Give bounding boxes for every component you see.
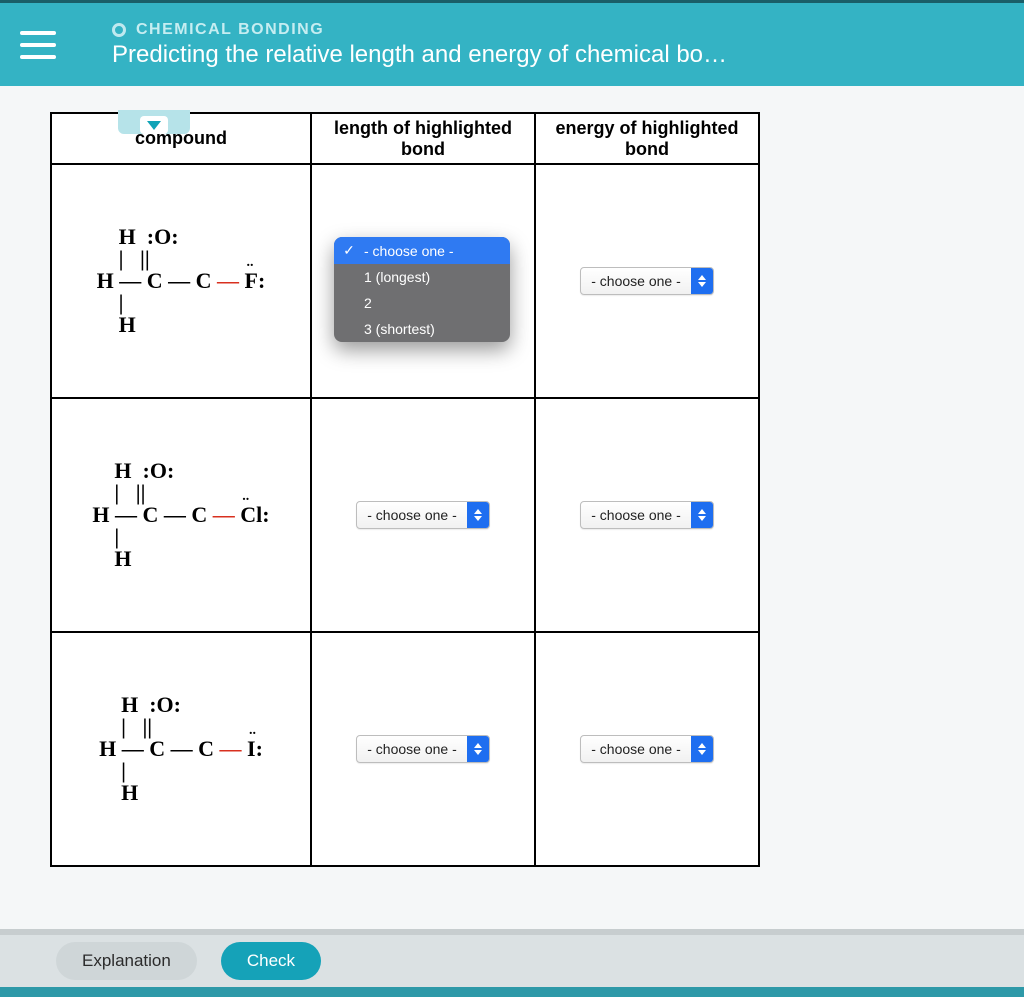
dropdown-option-selected[interactable]: ✓ - choose one - bbox=[334, 237, 510, 264]
length-cell: ✓ - choose one - 1 (longest) 2 bbox=[311, 164, 535, 398]
compound-cell: H :O: | || H — C — C — ..Cl: | H bbox=[51, 398, 311, 632]
dropdown-option[interactable]: 1 (longest) bbox=[334, 264, 510, 290]
table-row: H :O: | || H — C — C — ..F: | H ✓ - choo… bbox=[51, 164, 759, 398]
footer-bar: Explanation Check bbox=[0, 929, 1024, 997]
chevron-updown-icon bbox=[467, 736, 489, 762]
select-label: - choose one - bbox=[357, 502, 467, 528]
table-row: H :O: | || H — C — C — ..I: | H - choose… bbox=[51, 632, 759, 866]
dropdown-option-label: 1 (longest) bbox=[364, 269, 430, 285]
select-label: - choose one - bbox=[581, 268, 691, 294]
chevron-updown-icon bbox=[691, 268, 713, 294]
dropdown-option-label: - choose one - bbox=[364, 243, 454, 259]
explanation-button[interactable]: Explanation bbox=[56, 942, 197, 980]
dropdown-popup[interactable]: ✓ - choose one - 1 (longest) 2 bbox=[334, 237, 510, 342]
energy-cell: - choose one - bbox=[535, 398, 759, 632]
chevron-updown-icon bbox=[691, 502, 713, 528]
length-cell: - choose one - bbox=[311, 632, 535, 866]
select-label: - choose one - bbox=[581, 502, 691, 528]
length-select[interactable]: - choose one - bbox=[356, 501, 490, 529]
hint-marker[interactable] bbox=[118, 110, 190, 134]
energy-select[interactable]: - choose one - bbox=[580, 267, 714, 295]
chevron-updown-icon bbox=[691, 736, 713, 762]
select-label: - choose one - bbox=[581, 736, 691, 762]
energy-select[interactable]: - choose one - bbox=[580, 735, 714, 763]
module-indicator-icon bbox=[112, 23, 126, 37]
energy-cell: - choose one - bbox=[535, 632, 759, 866]
dropdown-option[interactable]: 2 bbox=[334, 290, 510, 316]
dropdown-option[interactable]: 3 (shortest) bbox=[334, 316, 510, 342]
dropdown-option-label: 3 (shortest) bbox=[364, 321, 435, 337]
check-icon: ✓ bbox=[342, 242, 356, 259]
select-label: - choose one - bbox=[357, 736, 467, 762]
structure-diagram: H :O: | || H — C — C — ..Cl: | H bbox=[92, 460, 269, 570]
compound-cell: H :O: | || H — C — C — ..I: | H bbox=[51, 632, 311, 866]
structure-diagram: H :O: | || H — C — C — ..I: | H bbox=[99, 694, 263, 804]
app-header: CHEMICAL BONDING Predicting the relative… bbox=[0, 0, 1024, 86]
energy-select[interactable]: - choose one - bbox=[580, 501, 714, 529]
length-select[interactable]: - choose one - bbox=[356, 735, 490, 763]
table-row: H :O: | || H — C — C — ..Cl: | H - choos… bbox=[51, 398, 759, 632]
th-energy: energy of highlighted bond bbox=[535, 113, 759, 164]
module-name: CHEMICAL BONDING bbox=[136, 21, 324, 39]
check-button[interactable]: Check bbox=[221, 942, 321, 980]
chevron-updown-icon bbox=[467, 502, 489, 528]
dropdown-option-label: 2 bbox=[364, 295, 372, 311]
length-cell: - choose one - bbox=[311, 398, 535, 632]
content-area: compound length of highlighted bond ener… bbox=[0, 112, 1024, 867]
header-text: CHEMICAL BONDING Predicting the relative… bbox=[112, 21, 727, 69]
hamburger-menu-icon[interactable] bbox=[20, 31, 56, 59]
energy-cell: - choose one - bbox=[535, 164, 759, 398]
th-length: length of highlighted bond bbox=[311, 113, 535, 164]
structure-diagram: H :O: | || H — C — C — ..F: | H bbox=[97, 226, 266, 336]
answer-table: compound length of highlighted bond ener… bbox=[50, 112, 760, 867]
compound-cell: H :O: | || H — C — C — ..F: | H bbox=[51, 164, 311, 398]
page-title: Predicting the relative length and energ… bbox=[112, 41, 727, 69]
